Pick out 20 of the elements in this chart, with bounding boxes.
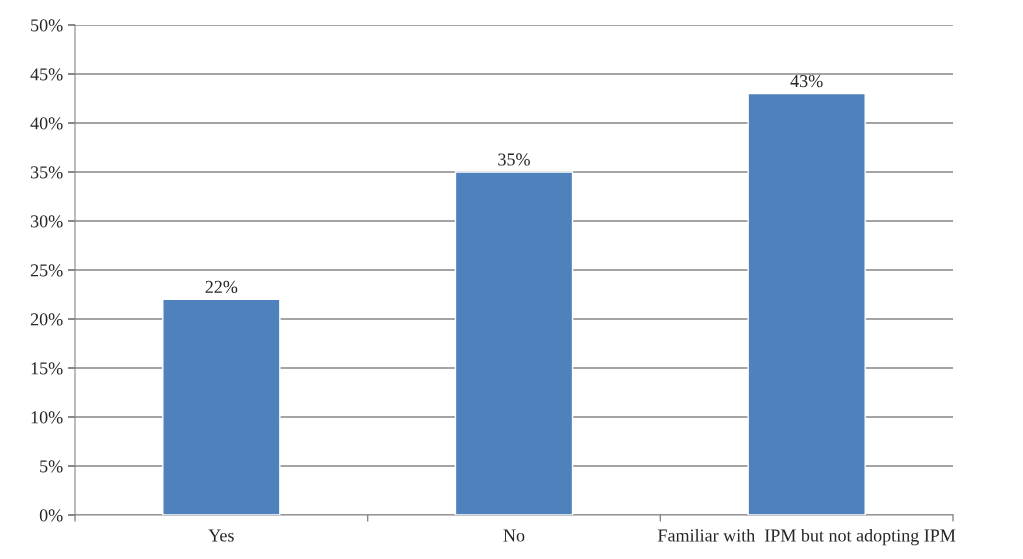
data-label: 43% bbox=[790, 74, 823, 88]
y-tick-label: 5% bbox=[40, 460, 63, 473]
x-tick-label: No bbox=[503, 529, 525, 542]
x-tick-label: Yes bbox=[208, 529, 234, 542]
y-tick-label: 30% bbox=[30, 215, 63, 228]
y-tick-label: 45% bbox=[30, 68, 63, 81]
y-tick-label: 25% bbox=[30, 264, 63, 277]
y-tick-label: 15% bbox=[31, 362, 63, 375]
bar bbox=[162, 298, 281, 515]
bar bbox=[454, 171, 574, 515]
data-label: 35% bbox=[498, 153, 530, 166]
x-tick-label: Familiar with IPM but not adopting IPM bbox=[657, 528, 956, 546]
data-label: 22% bbox=[205, 280, 238, 294]
y-tick-label: 40% bbox=[30, 117, 63, 130]
y-tick-label: 20% bbox=[30, 313, 63, 326]
y-tick-label: 0% bbox=[39, 509, 63, 522]
bar bbox=[747, 92, 866, 515]
y-tick-label: 50% bbox=[31, 19, 63, 32]
y-tick-label: 35% bbox=[30, 166, 63, 179]
y-tick-label: 10% bbox=[31, 411, 63, 424]
